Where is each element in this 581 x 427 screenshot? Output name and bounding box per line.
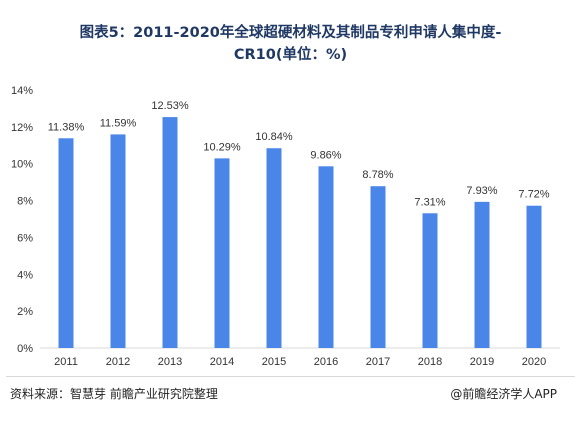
data-label: 10.29% [203, 141, 241, 153]
data-label: 11.38% [48, 121, 85, 133]
data-label: 7.72% [518, 189, 549, 201]
x-tick-label: 2017 [366, 356, 390, 368]
y-tick-label: 4% [17, 269, 33, 281]
x-tick-label: 2012 [106, 356, 130, 368]
data-label: 10.84% [255, 131, 293, 143]
x-tick-label: 2016 [314, 356, 338, 368]
x-tick-label: 2014 [210, 356, 234, 368]
chart-title-line2: CR10(单位：%) [233, 47, 348, 63]
x-tick-label: 2015 [262, 356, 286, 368]
x-tick-label: 2020 [522, 356, 546, 368]
data-label: 9.86% [310, 149, 341, 161]
y-tick-label: 14% [11, 85, 33, 97]
bar [422, 213, 438, 348]
bar [474, 201, 490, 348]
bar [318, 166, 334, 348]
x-tick-label: 2013 [158, 356, 182, 368]
y-tick-label: 0% [17, 343, 33, 355]
data-label: 7.93% [466, 185, 497, 197]
data-label: 12.53% [151, 100, 189, 112]
y-tick-label: 6% [17, 232, 33, 244]
source-note: 资料来源：智慧芽 前瞻产业研究院整理 [10, 387, 218, 401]
footer-divider [6, 376, 575, 377]
bar [58, 138, 74, 348]
x-tick-label: 2019 [470, 356, 494, 368]
y-tick-label: 2% [17, 306, 33, 318]
chart-title-line1: 图表5：2011-2020年全球超硬材料及其制品专利申请人集中度- [79, 25, 502, 41]
data-label: 7.31% [414, 196, 445, 208]
x-tick-label: 2011 [54, 356, 78, 368]
data-label: 8.78% [362, 169, 393, 181]
bar [110, 134, 126, 348]
x-tick-label: 2018 [418, 356, 442, 368]
data-label: 11.59% [100, 117, 137, 129]
y-tick-label: 10% [11, 159, 33, 171]
bar [162, 117, 178, 348]
bar [214, 158, 230, 348]
bar [266, 148, 282, 348]
chart-title: 图表5：2011-2020年全球超硬材料及其制品专利申请人集中度- CR10(单… [0, 22, 581, 66]
y-tick-label: 8% [17, 196, 33, 208]
brand-watermark-text: @前瞻经济学人APP [450, 387, 557, 401]
bar [370, 186, 386, 348]
bar [526, 205, 542, 348]
y-tick-label: 12% [11, 122, 33, 134]
